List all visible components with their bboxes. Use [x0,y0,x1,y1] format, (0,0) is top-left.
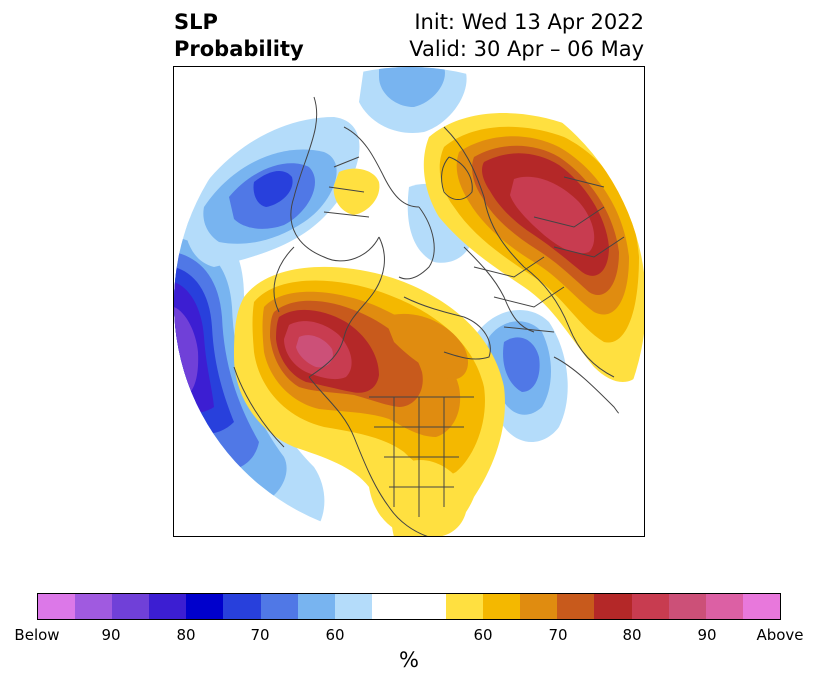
tick-above-90: 90 [697,626,717,644]
init-date: Init: Wed 13 Apr 2022 [414,10,644,34]
colorbar-cell [334,594,372,619]
colorbar-cell [75,594,113,619]
colorbar-unit: % [399,648,419,672]
tick-above-70: 70 [548,626,568,644]
colorbar-cell [186,594,224,619]
tick-below-80: 80 [176,626,196,644]
colorbar [37,593,781,620]
greenland-above-anomaly [333,168,380,215]
probability-map [173,66,645,537]
colorbar-cell [594,594,632,619]
polar-projection [174,67,644,536]
colorbar-cell [260,594,298,619]
colorbar-cell [371,594,409,619]
colorbar-cell [742,594,780,619]
colorbar-cell [446,594,484,619]
colorbar-cell [557,594,595,619]
colorbar-cell [668,594,706,619]
colorbar-cell [149,594,187,619]
title-variable: SLP [174,10,218,34]
colorbar-cell [297,594,335,619]
tick-below-70: 70 [250,626,270,644]
colorbar-cell [223,594,261,619]
title-left: SLP Probability [174,9,304,63]
tick-below-60: 60 [325,626,345,644]
tick-above: Above [756,626,804,644]
colorbar-tick-labels: Below 90 80 70 60 60 70 80 90 Above [0,626,819,646]
title-metric: Probability [174,37,304,61]
colorbar-cell [520,594,558,619]
colorbar-cell [483,594,521,619]
valid-range: Valid: 30 Apr – 06 May [409,37,644,61]
eurasia-above-anomaly [423,113,644,383]
colorbar-cell [112,594,150,619]
tick-above-60: 60 [473,626,493,644]
colorbar-cell [705,594,743,619]
colorbar-cell [38,594,76,619]
tick-above-80: 80 [622,626,642,644]
colorbar-cell [408,594,447,619]
eastern-us-above-anomaly [390,459,468,536]
tick-below-90: 90 [101,626,121,644]
north-pacific-below-anomaly [184,117,360,267]
tick-below: Below [14,626,60,644]
title-right: Init: Wed 13 Apr 2022 Valid: 30 Apr – 06… [409,9,644,63]
colorbar-cell [631,594,669,619]
